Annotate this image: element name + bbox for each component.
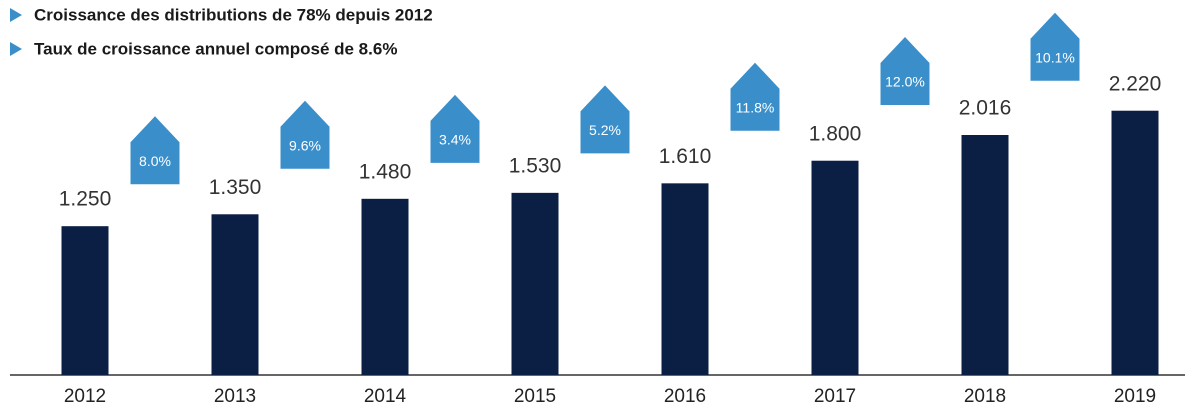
growth-label: 10.1% xyxy=(1035,49,1075,65)
growth-arrow xyxy=(880,37,930,105)
bar xyxy=(511,192,559,375)
bar xyxy=(61,226,109,375)
bullet-text: Croissance des distributions de 78% depu… xyxy=(34,5,433,24)
bullet-icon xyxy=(10,42,22,56)
value-label: 1.530 xyxy=(509,154,562,177)
x-tick-label: 2019 xyxy=(1114,386,1156,407)
x-tick-label: 2018 xyxy=(964,386,1006,407)
value-label: 2.016 xyxy=(959,97,1012,120)
bar xyxy=(211,214,259,375)
x-tick-label: 2017 xyxy=(814,386,856,407)
bar xyxy=(1111,110,1159,375)
bar xyxy=(811,160,859,375)
growth-label: 8.0% xyxy=(139,153,171,169)
growth-label: 11.8% xyxy=(736,99,775,115)
value-label: 1.480 xyxy=(359,160,412,183)
bullet-text: Taux de croissance annuel composé de 8.6… xyxy=(34,39,397,58)
x-tick-label: 2016 xyxy=(664,386,706,407)
x-tick-label: 2012 xyxy=(64,386,106,407)
growth-arrow xyxy=(730,62,780,131)
value-label: 1.350 xyxy=(209,176,262,199)
value-label: 2.220 xyxy=(1109,72,1162,95)
growth-arrow xyxy=(430,94,480,163)
growth-label: 12.0% xyxy=(885,74,925,90)
growth-label: 5.2% xyxy=(589,122,621,138)
growth-arrow xyxy=(130,116,180,185)
bar xyxy=(361,198,409,375)
x-tick-label: 2014 xyxy=(364,386,407,407)
x-tick-label: 2013 xyxy=(214,386,256,407)
bar xyxy=(661,183,709,375)
value-label: 1.800 xyxy=(809,122,862,145)
value-label: 1.250 xyxy=(59,188,112,211)
growth-arrow xyxy=(1030,12,1080,81)
growth-arrow xyxy=(580,85,630,154)
growth-arrow xyxy=(280,100,330,169)
bar xyxy=(961,135,1009,375)
growth-label: 9.6% xyxy=(289,138,321,154)
growth-label: 3.4% xyxy=(439,132,471,148)
x-tick-label: 2015 xyxy=(514,386,556,407)
bullet-icon xyxy=(10,8,22,22)
value-label: 1.610 xyxy=(659,145,712,168)
